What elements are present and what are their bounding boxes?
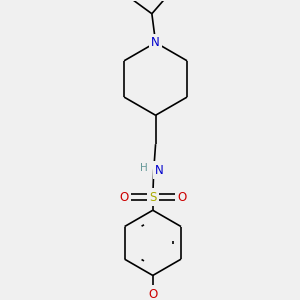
Text: O: O (119, 191, 128, 204)
Text: N: N (155, 164, 164, 177)
Text: N: N (151, 36, 160, 49)
Text: S: S (149, 191, 157, 204)
Text: O: O (148, 288, 158, 300)
Text: O: O (177, 191, 186, 204)
Text: H: H (140, 163, 147, 173)
